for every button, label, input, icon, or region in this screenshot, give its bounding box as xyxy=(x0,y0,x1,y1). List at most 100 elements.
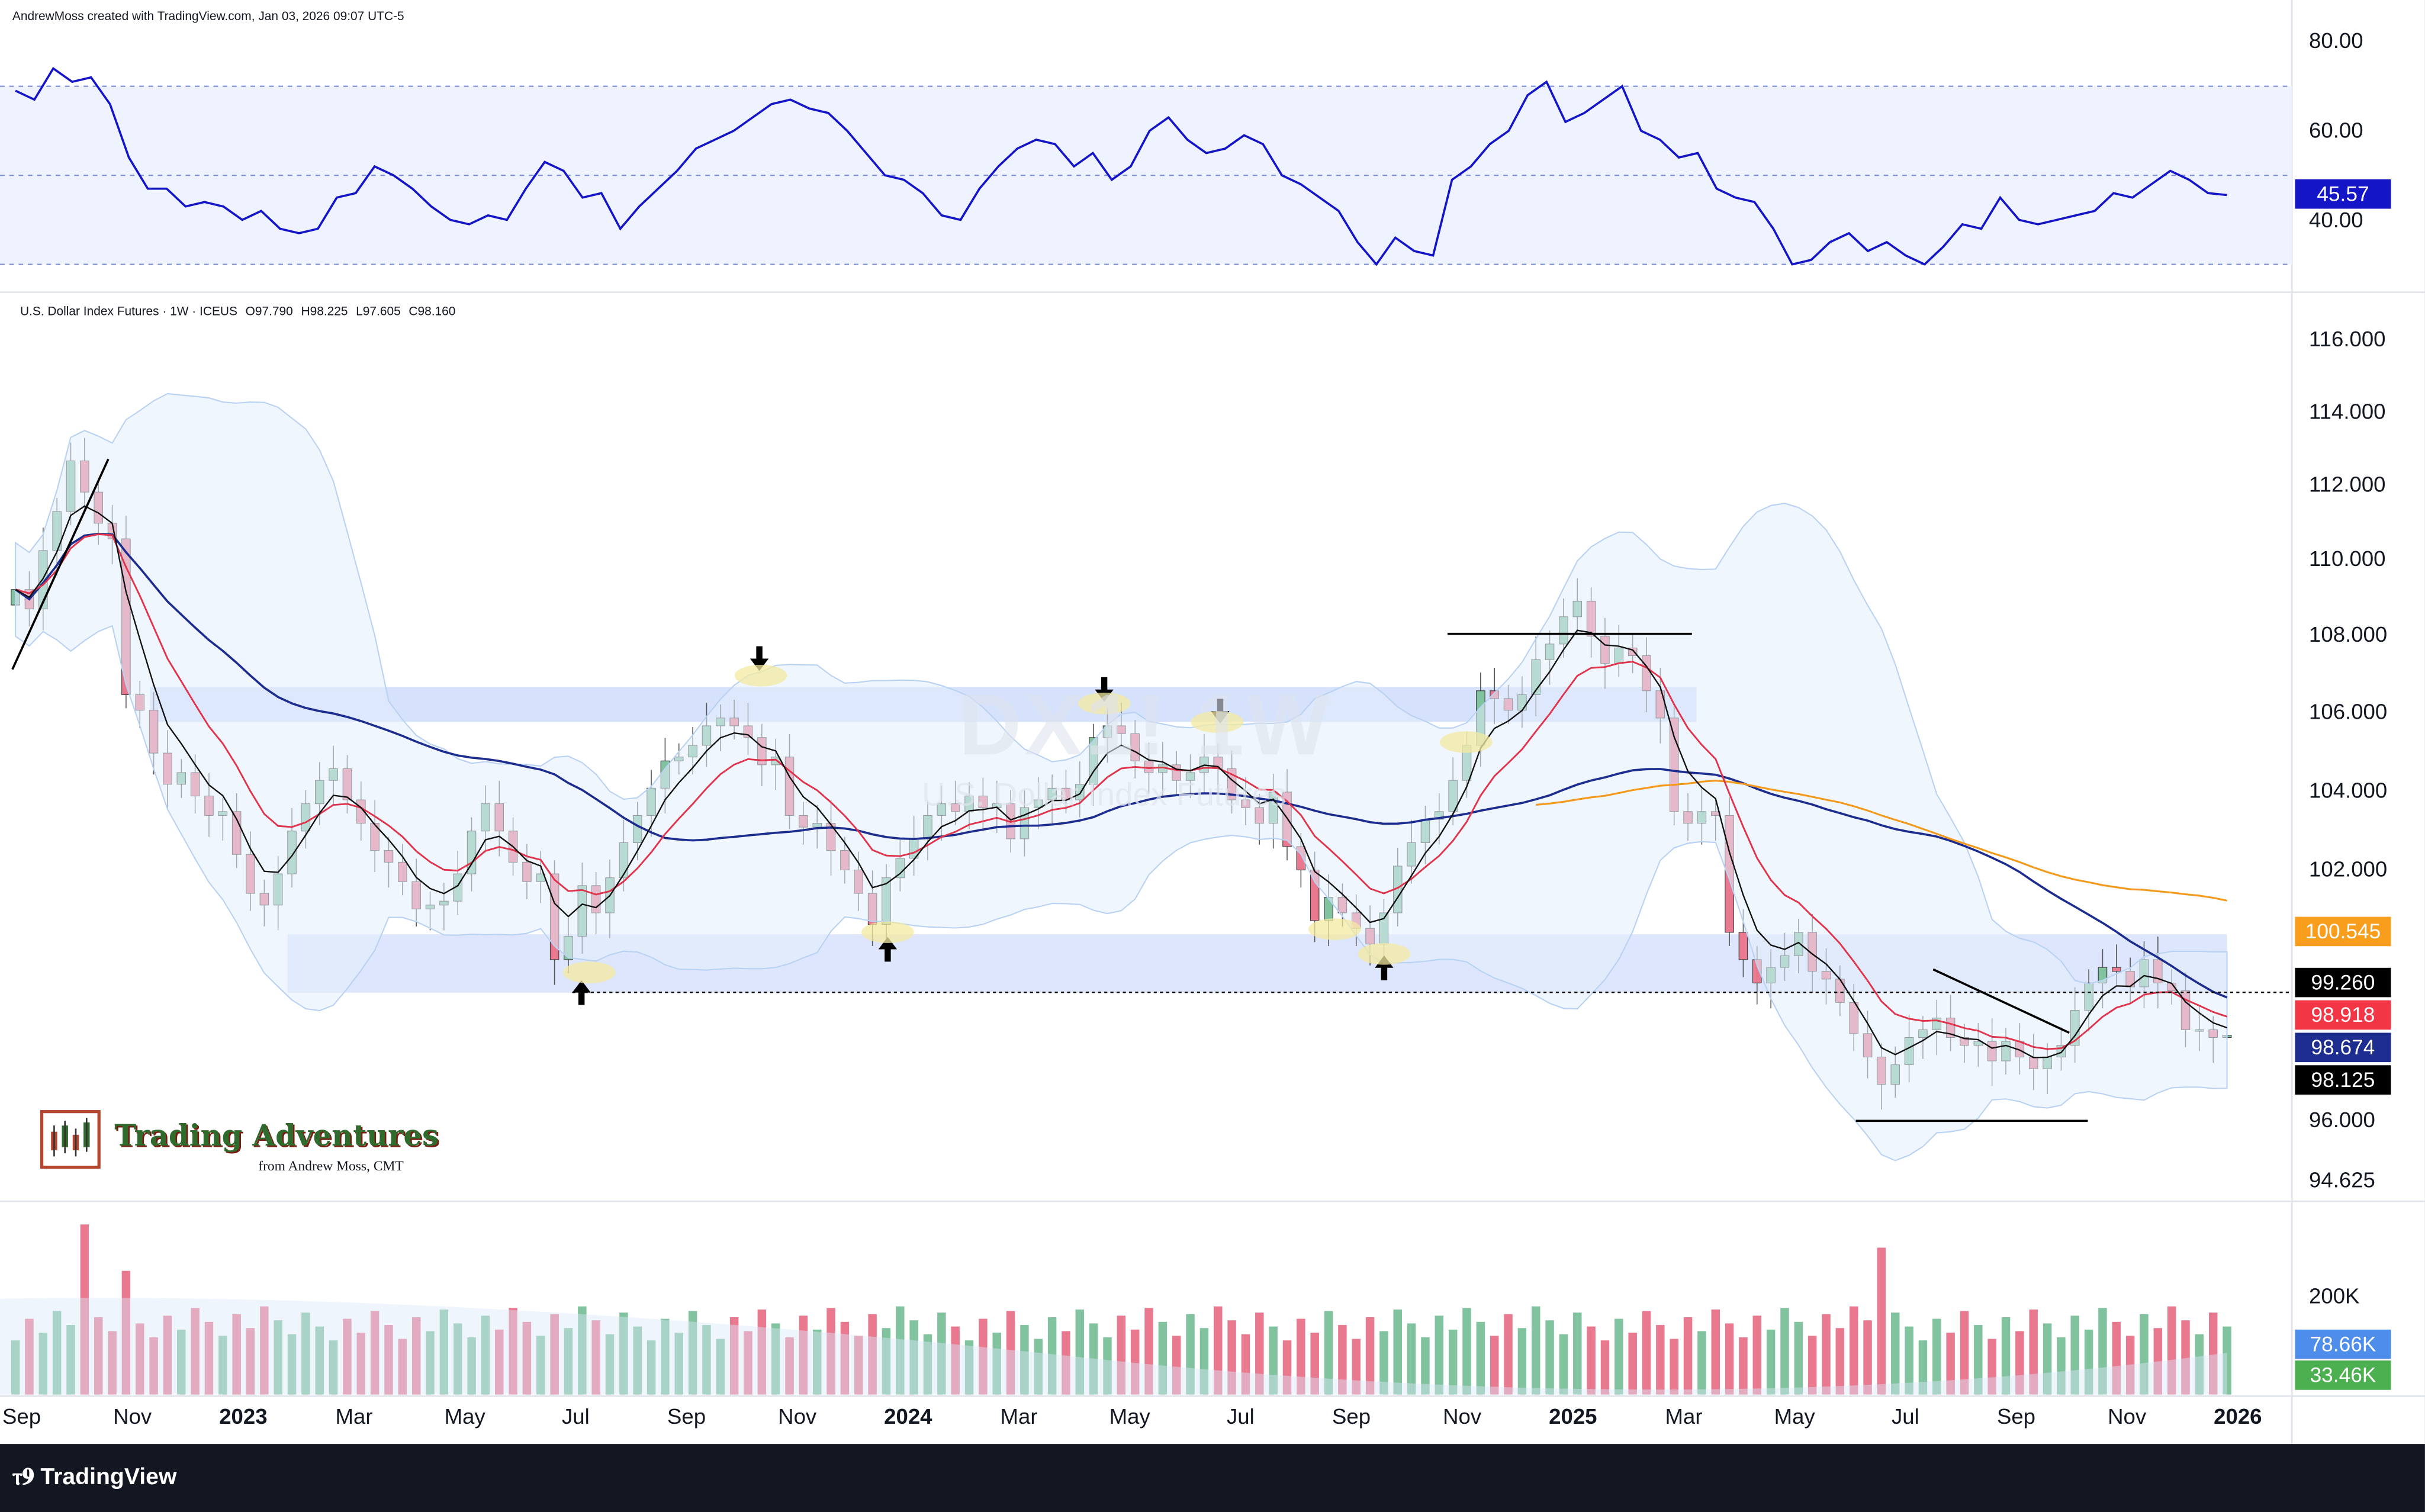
highlight-ellipse xyxy=(1191,711,1244,733)
volume-bar xyxy=(2084,1329,2093,1395)
volume-bar xyxy=(909,1320,918,1395)
volume-bar xyxy=(1241,1334,1250,1395)
volume-bar xyxy=(1490,1336,1499,1395)
volume-bar xyxy=(232,1314,241,1395)
candle-down xyxy=(1738,932,1748,960)
volume-bar xyxy=(826,1308,835,1395)
time-axis-label: Jul xyxy=(562,1404,590,1429)
volume-bar xyxy=(2015,1331,2024,1395)
volume-bar xyxy=(80,1224,89,1395)
volume-bar xyxy=(1324,1311,1333,1395)
sma-orange-badge: 100.545 xyxy=(2295,916,2391,947)
volume-bar xyxy=(992,1333,1001,1395)
volume-bar xyxy=(481,1315,490,1395)
volume-bar xyxy=(1863,1320,1872,1395)
time-axis-label: Sep xyxy=(1332,1404,1371,1429)
time-axis-label: 2024 xyxy=(884,1404,932,1429)
ohlc-close: C98.160 xyxy=(409,304,456,319)
price-tick: 104.000 xyxy=(2309,777,2388,803)
rsi-tick-40: 40.00 xyxy=(2309,207,2363,232)
brand-logo: Trading Adventures from Andrew Moss, CMT xyxy=(40,1110,473,1188)
volume-bar xyxy=(1075,1309,1085,1395)
volume-bar xyxy=(453,1323,462,1395)
volume-tick-200k: 200K xyxy=(2309,1283,2360,1308)
volume-bar xyxy=(329,1340,338,1395)
price-tick: 106.000 xyxy=(2309,699,2388,724)
volume-bar xyxy=(1130,1329,1140,1395)
price-tick: 108.000 xyxy=(2309,621,2388,646)
volume-bar xyxy=(1835,1328,1845,1395)
volume-bar xyxy=(1034,1339,1043,1395)
volume-bar xyxy=(356,1333,366,1395)
price-tick: 116.000 xyxy=(2309,326,2386,351)
volume-bar xyxy=(2001,1317,2011,1395)
volume-bar xyxy=(1711,1309,1720,1395)
volume-bar xyxy=(2140,1314,2149,1395)
price-tick: 114.000 xyxy=(2309,398,2386,424)
volume-bar xyxy=(1504,1314,1513,1395)
volume-bar xyxy=(1379,1331,1388,1395)
volume-bar xyxy=(439,1309,449,1395)
price-tick: 110.000 xyxy=(2309,545,2386,571)
volume-bar xyxy=(108,1331,117,1395)
volume-bar xyxy=(1338,1325,1347,1395)
time-axis-label: 2026 xyxy=(2214,1404,2262,1429)
volume-bar xyxy=(896,1306,905,1395)
highlight-ellipse xyxy=(1078,692,1131,715)
volume-bar xyxy=(1006,1311,1015,1395)
volume-bar xyxy=(578,1306,587,1395)
volume-bar xyxy=(66,1325,75,1395)
volume-bar xyxy=(661,1318,670,1395)
highlight-ellipse xyxy=(861,921,914,944)
volume-bar xyxy=(1739,1337,1748,1395)
volume-bar xyxy=(163,1315,172,1395)
volume-bar xyxy=(1656,1325,1665,1395)
volume-bar xyxy=(384,1325,393,1395)
volume-bar xyxy=(702,1325,711,1395)
volume-bar xyxy=(411,1317,421,1395)
volume-bar xyxy=(1877,1247,1886,1395)
volume-ma-badge: 78.66K xyxy=(2295,1329,2391,1359)
volume-bar xyxy=(1822,1314,1831,1395)
volume-bar xyxy=(1448,1329,1458,1395)
volume-bar xyxy=(964,1340,974,1395)
symbol-name: U.S. Dollar Index Futures · 1W · ICEUS xyxy=(20,304,237,319)
volume-bar xyxy=(287,1334,297,1395)
volume-bar xyxy=(1047,1317,1057,1395)
volume-last-badge: 33.46K xyxy=(2295,1360,2391,1390)
ohlc-open: O97.790 xyxy=(245,304,293,319)
time-axis-label: Nov xyxy=(2108,1404,2147,1429)
brand-name: Trading Adventures xyxy=(114,1119,439,1154)
tradingview-logo[interactable]: ⲧ𝟗 TradingView xyxy=(12,1464,177,1490)
volume-bar xyxy=(1462,1308,1471,1395)
volume-bar xyxy=(2070,1315,2079,1395)
volume-bar xyxy=(1020,1325,1029,1395)
volume-bar xyxy=(260,1306,269,1395)
volume-bar xyxy=(1269,1326,1278,1395)
volume-bar xyxy=(633,1326,642,1395)
volume-bar xyxy=(1946,1333,1955,1395)
volume-bar xyxy=(1062,1331,1070,1395)
time-axis-label: Mar xyxy=(335,1404,373,1429)
volume-bar xyxy=(1144,1308,1153,1395)
price-tick: 94.625 xyxy=(2309,1167,2375,1192)
volume-bar xyxy=(1117,1315,1126,1395)
rsi-last-badge: 45.57 xyxy=(2295,179,2391,209)
volume-bar xyxy=(1532,1306,1540,1395)
volume-bar xyxy=(1642,1311,1651,1395)
volume-bar xyxy=(1960,1311,1969,1395)
volume-bar xyxy=(1421,1337,1430,1395)
volume-bar xyxy=(1103,1337,1112,1395)
attribution-text: AndrewMoss created with TradingView.com,… xyxy=(12,9,404,24)
time-axis-label: Sep xyxy=(1996,1404,2036,1429)
time-axis-label: Sep xyxy=(2,1404,41,1429)
sma-navy-badge: 98.674 xyxy=(2295,1032,2391,1063)
volume-bar xyxy=(1600,1340,1610,1395)
volume-bar xyxy=(522,1321,532,1395)
volume-bar xyxy=(1559,1334,1568,1395)
symbol-info: U.S. Dollar Index Futures · 1W · ICEUS O… xyxy=(20,304,460,319)
volume-bar xyxy=(716,1339,725,1395)
volume-bar xyxy=(38,1333,48,1395)
